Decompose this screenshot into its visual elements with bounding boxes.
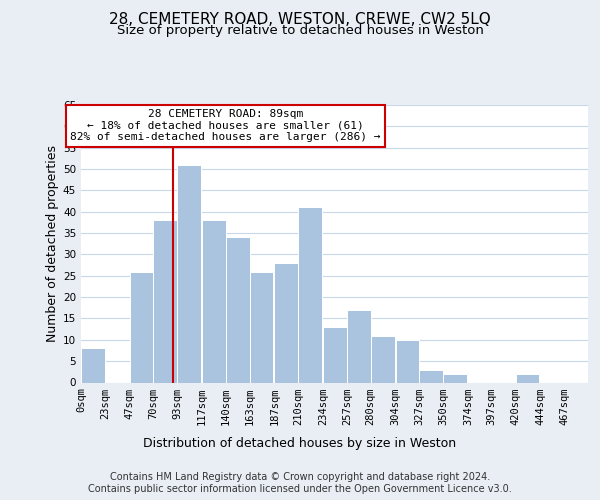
Bar xyxy=(419,370,443,382)
Bar xyxy=(202,220,226,382)
Text: Distribution of detached houses by size in Weston: Distribution of detached houses by size … xyxy=(143,438,457,450)
Bar xyxy=(515,374,539,382)
Y-axis label: Number of detached properties: Number of detached properties xyxy=(46,145,59,342)
Text: 28 CEMETERY ROAD: 89sqm
← 18% of detached houses are smaller (61)
82% of semi-de: 28 CEMETERY ROAD: 89sqm ← 18% of detache… xyxy=(70,109,381,142)
Text: Size of property relative to detached houses in Weston: Size of property relative to detached ho… xyxy=(116,24,484,37)
Bar xyxy=(298,208,322,382)
Bar xyxy=(250,272,274,382)
Bar xyxy=(154,220,177,382)
Text: Contains public sector information licensed under the Open Government Licence v3: Contains public sector information licen… xyxy=(88,484,512,494)
Bar xyxy=(274,263,298,382)
Bar xyxy=(130,272,154,382)
Bar xyxy=(81,348,105,382)
Bar xyxy=(443,374,467,382)
Bar xyxy=(347,310,371,382)
Bar xyxy=(226,238,250,382)
Bar xyxy=(395,340,419,382)
Text: Contains HM Land Registry data © Crown copyright and database right 2024.: Contains HM Land Registry data © Crown c… xyxy=(110,472,490,482)
Bar xyxy=(177,165,201,382)
Bar xyxy=(323,327,347,382)
Bar xyxy=(371,336,395,382)
Text: 28, CEMETERY ROAD, WESTON, CREWE, CW2 5LQ: 28, CEMETERY ROAD, WESTON, CREWE, CW2 5L… xyxy=(109,12,491,28)
